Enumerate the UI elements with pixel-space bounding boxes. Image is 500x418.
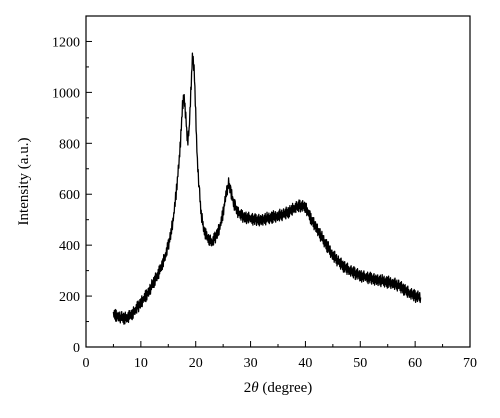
y-tick-label: 1200: [52, 35, 80, 50]
x-axis-ticks: 0 10 20 30 40 50 60 70: [83, 341, 477, 371]
x-tick-label: 10: [134, 356, 148, 371]
x-tick-label: 0: [83, 356, 90, 371]
y-tick-label: 200: [59, 290, 80, 305]
chart-marks: [112, 52, 422, 325]
plot-frame: [85, 15, 471, 348]
x-tick-label: 60: [408, 356, 422, 371]
x-tick-label: 20: [189, 356, 203, 371]
x-axis-label-symbol: θ: [251, 380, 259, 396]
y-tick-label: 600: [59, 188, 80, 203]
y-tick-label: 1000: [52, 86, 80, 101]
x-tick-label: 50: [353, 356, 367, 371]
y-tick-label: 400: [59, 239, 80, 254]
y-tick-label: 0: [73, 341, 80, 356]
x-tick-label: 40: [298, 356, 312, 371]
x-axis-label-prefix: 2: [244, 380, 252, 396]
series-line: [112, 52, 422, 325]
x-tick-label: 70: [463, 356, 477, 371]
x-axis-label: 2θ (degree): [244, 380, 313, 396]
x-tick-label: 30: [244, 356, 258, 371]
x-axis-label-suffix: (degree): [259, 380, 313, 396]
y-tick-label: 800: [59, 137, 80, 152]
y-axis-label: Intensity (a.u.): [16, 138, 32, 226]
